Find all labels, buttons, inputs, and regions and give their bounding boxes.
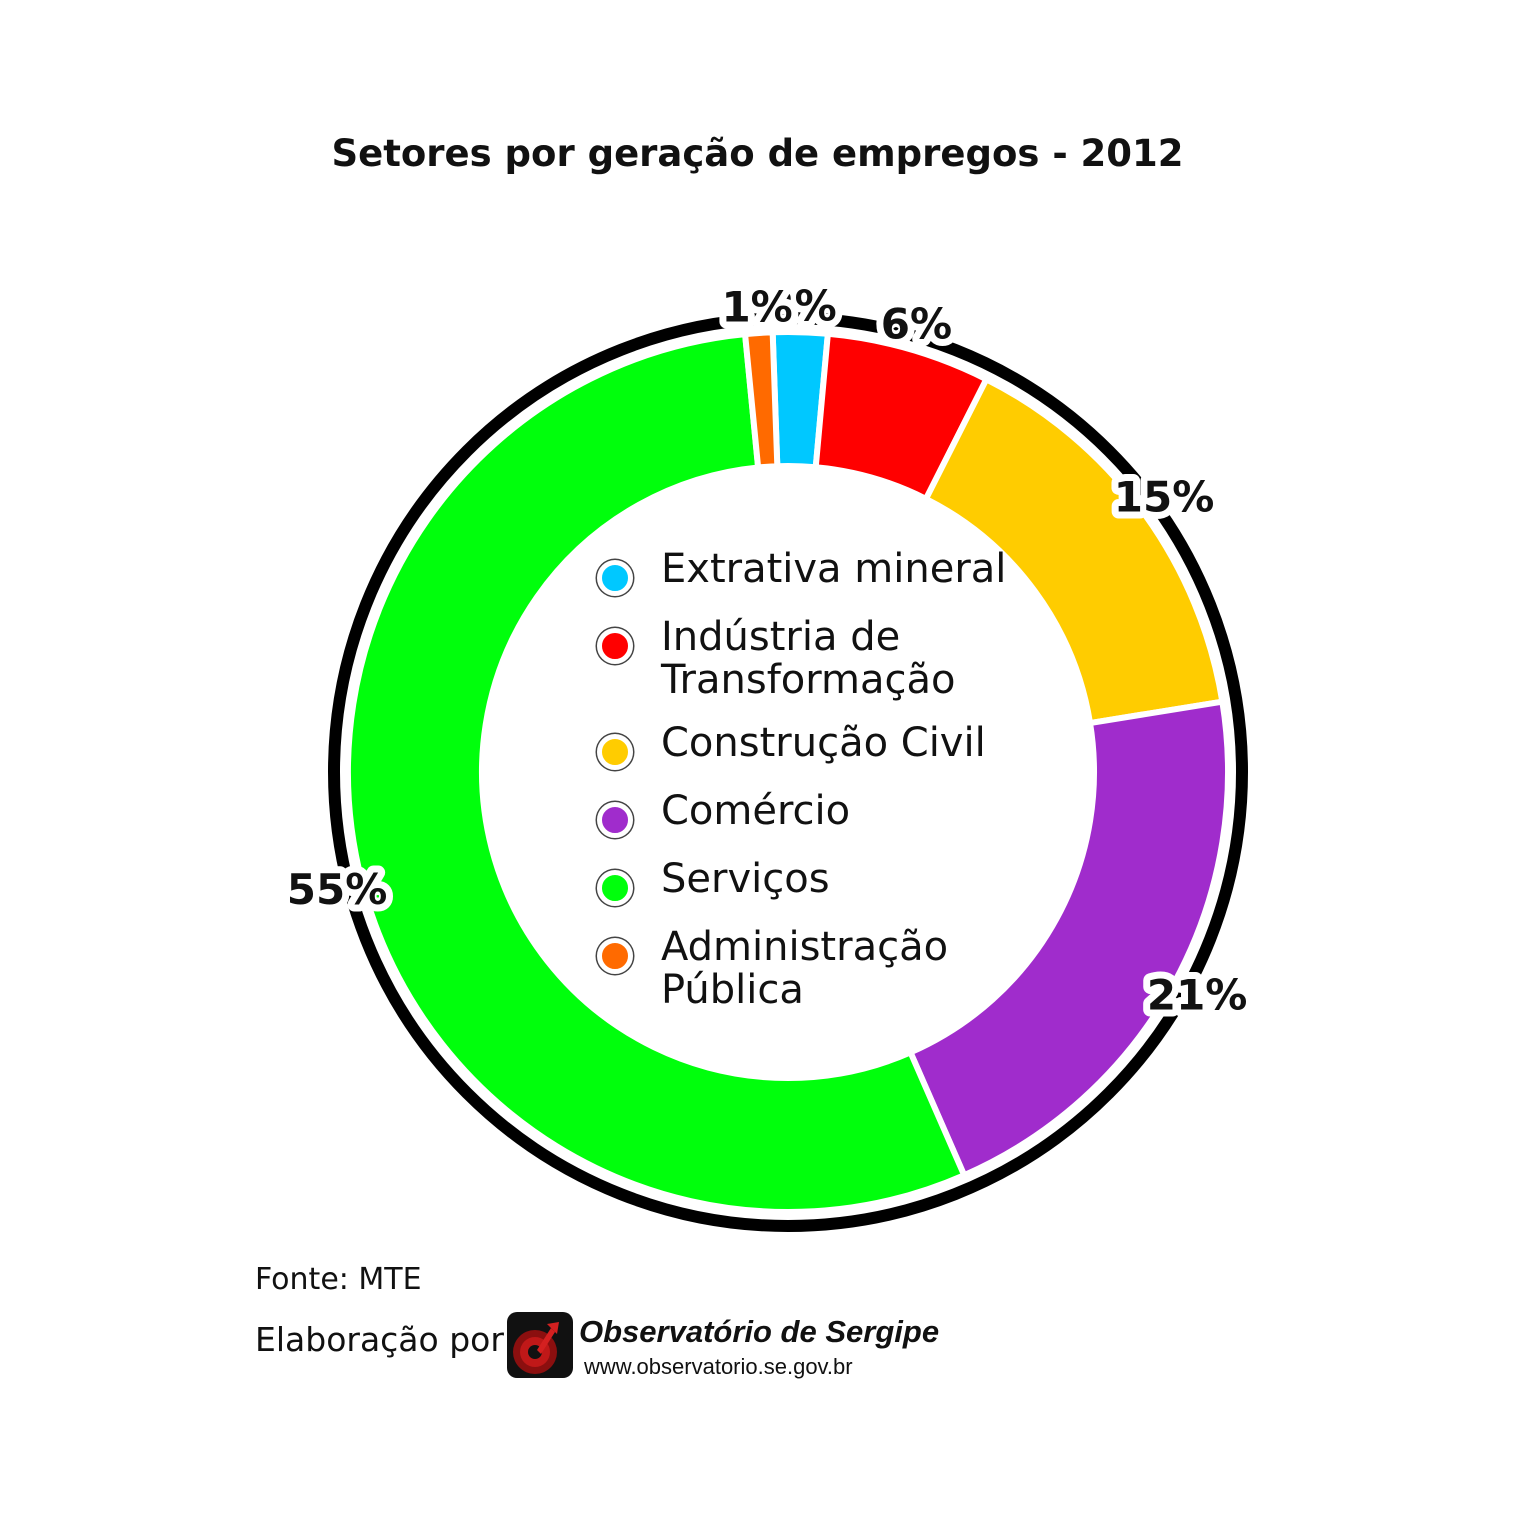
legend-swatch [597,560,633,596]
chart-title: Setores por geração de empregos - 2012 [331,132,1184,175]
value-label-halo: 6% [881,300,952,349]
value-label-halo: 21% [1147,971,1248,1020]
legend-item-administracao-publica: Administração Pública [597,926,1021,1012]
value-label: 2% [765,282,836,331]
legend-item-servicos: Serviços [597,858,1021,906]
legend-label: Comércio [661,788,851,834]
legend-label: Indústria de Transformação [661,614,956,703]
outer-ring-circle [328,312,1248,1232]
org-url: www.observatorio.se.gov.br [584,1354,853,1379]
source-note: Fonte: MTE [255,1262,422,1297]
legend-item-construcao-civil: Construção Civil [597,722,1021,770]
value-label: 21% [1147,971,1248,1020]
legend-item-extrativa-mineral: Extrativa mineral [597,548,1021,596]
legend-swatch [597,802,633,838]
slice-comercio [906,698,1231,1180]
value-label: 15% [1114,472,1215,521]
org-name: Observatório de Sergipe [579,1314,940,1349]
value-label-halo: 1% [721,283,792,332]
value-label: 55% [287,865,388,914]
value-labels: 2%2% 6%6%15%15%21%21%55%55%1%1% [280,275,1255,1027]
made-by-label: Elaboração por: [255,1320,515,1359]
value-label-halo: 15% [1114,472,1215,521]
outer-ring [328,312,1248,1232]
value-label: 1% [721,283,792,332]
legend-item-industria-de-transformacao: Indústria de Transformação [597,616,1021,702]
legend-item-comercio: Comércio [597,790,1021,838]
legend-label: Extrativa mineral [661,546,1007,592]
legend: Extrativa mineral Indústria de Transforma… [597,548,1021,1032]
observatorio-logo-icon [507,1312,573,1378]
value-label-halo: 2% [765,282,836,331]
legend-swatch [597,734,633,770]
legend-swatch [597,938,633,974]
value-label-halo: 55% [287,865,388,914]
legend-label: Construção Civil [661,720,986,766]
legend-label: Administração Pública [661,924,949,1013]
value-label: 6% [881,300,952,349]
legend-swatch [597,870,633,906]
legend-swatch [597,628,633,664]
slice-administracao-publica [741,329,781,471]
slice-servicos [345,330,969,1215]
donut-slices [345,329,1231,1215]
legend-label: Serviços [661,856,830,902]
